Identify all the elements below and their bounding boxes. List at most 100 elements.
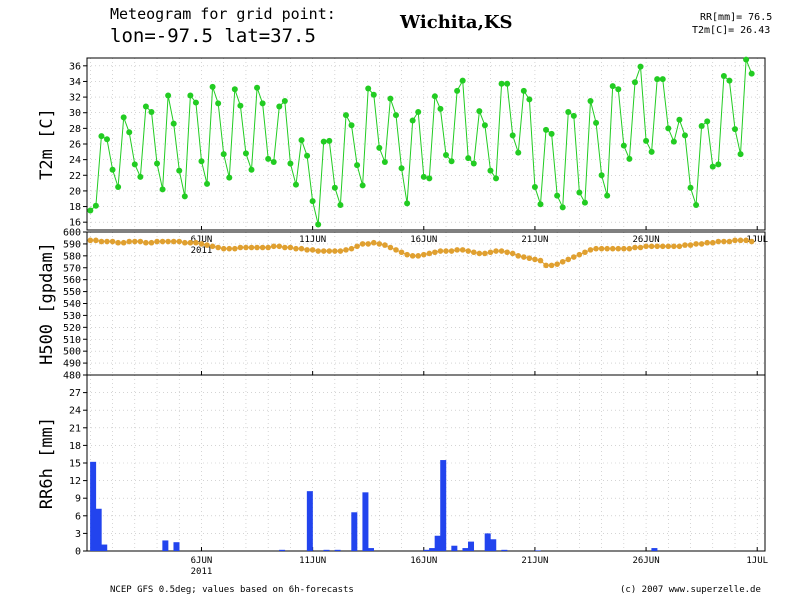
h500-point (748, 238, 755, 245)
t2m-point (320, 138, 327, 145)
t2m-point (365, 85, 372, 92)
t2m-point (237, 102, 244, 109)
y-tick-label: 560 (63, 275, 81, 286)
rr-bar (367, 548, 374, 551)
t2m-point (431, 93, 438, 100)
t2m-point (509, 132, 516, 139)
h500-point (104, 238, 110, 245)
t2m-point (476, 108, 483, 115)
h500-point (143, 239, 149, 246)
t2m-point (148, 108, 155, 115)
h500-point (637, 244, 644, 251)
y-tick-label: 520 (63, 323, 81, 334)
y-tick-label: 550 (63, 287, 81, 298)
t2m-point (737, 151, 744, 158)
y-tick-label: 12 (69, 476, 81, 487)
rr-bar (501, 549, 508, 551)
t2m-point (487, 167, 494, 174)
h500-point (626, 245, 633, 252)
t2m-point (181, 193, 188, 200)
y-tick-label: 530 (63, 311, 81, 322)
t2m-point (315, 221, 322, 228)
t2m-point (481, 122, 488, 129)
t2m-mean: T2m[C]= 26.43 (692, 25, 771, 36)
h500-point (532, 256, 538, 263)
y-tick-label: 590 (63, 239, 81, 250)
h500-point (309, 247, 316, 253)
h500-point (582, 249, 588, 256)
y-tick-label: 24 (69, 406, 81, 417)
x-tick-label: 16JUN (410, 235, 437, 245)
rr-bar (306, 491, 313, 551)
t2m-point (537, 201, 544, 208)
h500-point (504, 249, 510, 256)
h500-point (537, 257, 544, 264)
h500-point (387, 244, 394, 251)
rr-bar (423, 549, 430, 551)
t2m-point (404, 200, 411, 207)
t2m-point (515, 149, 522, 156)
t2m-point (698, 123, 705, 130)
h500-point (282, 244, 288, 251)
y-tick-label: 580 (63, 251, 81, 262)
footer-credit: (c) 2007 www.superzelle.de (620, 585, 761, 595)
t2m-point (159, 186, 166, 193)
rr-bar (334, 549, 341, 551)
t2m-point (387, 95, 394, 102)
t2m-point (454, 87, 461, 94)
h500-point (643, 243, 649, 250)
t2m-point (526, 96, 533, 103)
h500-point (265, 244, 271, 251)
t2m-point (287, 160, 294, 167)
t2m-point (398, 165, 405, 172)
h500-point (370, 239, 377, 246)
y-tick-label: 15 (69, 459, 81, 470)
h500-point (148, 239, 155, 246)
x-tick-label: 1JUL (746, 235, 768, 245)
t2m-point (392, 112, 399, 119)
h500-point (182, 239, 188, 246)
rr-bar (651, 548, 658, 551)
t2m-point (648, 148, 655, 155)
t2m-point (565, 108, 572, 115)
t2m-point (687, 184, 694, 191)
t2m-point (665, 125, 672, 132)
h500-point (709, 239, 716, 246)
t2m-point (626, 155, 633, 162)
h500-point (587, 247, 594, 253)
y-tick-label: 500 (63, 347, 81, 358)
h500-point (365, 241, 372, 247)
t2m-point (593, 119, 600, 126)
y-tick-label: 24 (69, 155, 81, 166)
h500-point (165, 238, 171, 245)
rr-bar (484, 533, 491, 551)
h500-point (320, 248, 327, 254)
y-tick-label: 36 (69, 61, 81, 72)
t2m-point (493, 175, 500, 182)
rr-bar (162, 540, 169, 551)
t2m-point (176, 167, 183, 174)
t2m-point (531, 184, 538, 190)
t2m-point (242, 150, 249, 157)
y-tick-label: 3 (75, 529, 81, 540)
t2m-point (598, 172, 605, 179)
rr-bar (440, 460, 447, 551)
t2m-point (281, 98, 288, 104)
h500-point (187, 239, 194, 246)
y-tick-label: 22 (69, 171, 81, 182)
h500-point (420, 251, 427, 258)
t2m-point (337, 201, 344, 208)
h500-point (332, 248, 338, 254)
y-tick-label: 480 (63, 371, 81, 382)
h500-point (609, 245, 616, 252)
rr-bar (323, 549, 330, 551)
t2m-point (654, 76, 661, 83)
h500-point (498, 248, 505, 254)
h500-point (126, 238, 133, 245)
y-tick-label: 30 (69, 108, 81, 119)
h500-point (215, 244, 221, 251)
t2m-point (409, 117, 416, 124)
x-tick-label: 21JUN (521, 556, 548, 566)
h500-point (671, 243, 677, 250)
h500-point (482, 250, 488, 257)
